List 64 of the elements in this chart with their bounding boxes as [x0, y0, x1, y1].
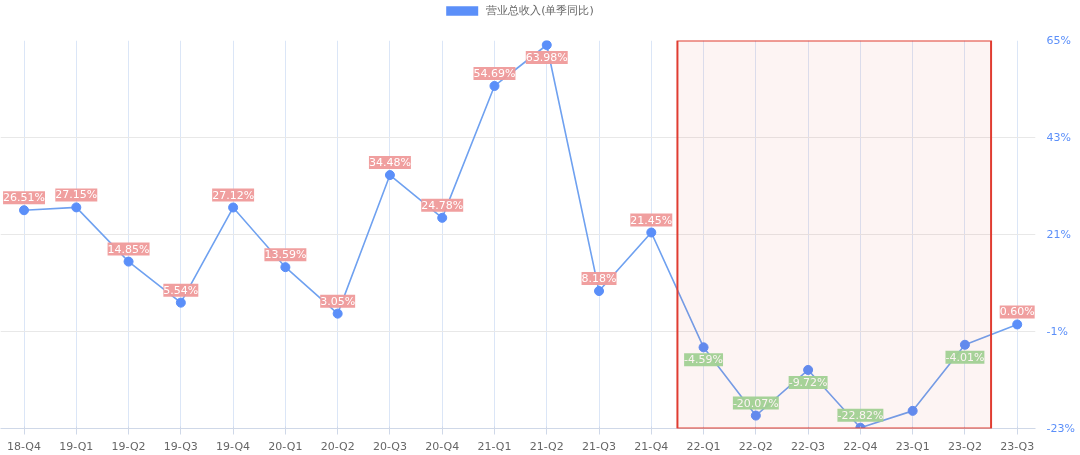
data-label: 13.59% [264, 248, 307, 262]
x-tick-label: 19-Q4 [216, 439, 251, 453]
data-label: 5.54% [163, 283, 199, 297]
point [71, 202, 82, 213]
x-tick-label: 20-Q4 [425, 439, 460, 453]
data-label: 27.15% [55, 188, 98, 202]
x-tick-label: 23-Q1 [895, 439, 930, 453]
data-label: -4.59% [684, 353, 724, 367]
data-label: 3.05% [320, 294, 356, 308]
x-tick-label: 21-Q3 [582, 439, 617, 453]
point [646, 227, 657, 238]
data-label: 26.51% [3, 191, 45, 205]
point [228, 202, 239, 213]
y-tick-label: 65% [1046, 34, 1071, 47]
point [175, 297, 186, 308]
data-label: -20.07% [732, 396, 779, 410]
y-tick-label: -1% [1046, 325, 1068, 338]
x-tick-label: 22-Q4 [843, 439, 878, 453]
x-tick-label: 20-Q3 [372, 439, 407, 453]
point [803, 364, 814, 375]
x-tick-label: 23-Q3 [1000, 439, 1035, 453]
x-tick-label: 19-Q1 [59, 439, 94, 453]
y-tick-label: -23% [1046, 422, 1075, 435]
data-label: -22.82% [837, 408, 884, 422]
point [123, 256, 134, 267]
x-tick-label: 21-Q2 [529, 439, 564, 453]
data-label: 21.45% [630, 213, 673, 227]
point [437, 212, 448, 223]
x-tick-label: 23-Q2 [947, 439, 982, 453]
point [750, 410, 761, 421]
x-tick-label: 21-Q4 [634, 439, 669, 453]
y-tick-label: 21% [1046, 228, 1071, 241]
point [489, 80, 500, 91]
point [907, 405, 918, 416]
point [594, 286, 605, 297]
data-label: 54.69% [473, 66, 516, 80]
data-label: 27.12% [212, 188, 255, 202]
data-label: 8.18% [581, 272, 617, 286]
point [1012, 319, 1023, 330]
x-tick-label: 21-Q1 [477, 439, 512, 453]
point [541, 40, 552, 50]
data-label: -9.72% [788, 375, 828, 389]
x-tick-label: 19-Q2 [111, 439, 146, 453]
point [19, 205, 30, 216]
point [332, 308, 343, 319]
point [280, 262, 291, 273]
data-label: 0.60% [999, 305, 1035, 319]
point [384, 170, 395, 181]
data-label: 24.78% [421, 198, 464, 212]
point [959, 339, 970, 350]
x-tick-label: 20-Q1 [268, 439, 303, 453]
point [698, 342, 709, 353]
data-label: 63.98% [525, 51, 568, 64]
x-tick-label: 19-Q3 [163, 439, 198, 453]
data-label: -4.01% [945, 350, 985, 364]
data-label: 34.48% [368, 156, 411, 170]
x-tick-label: 20-Q2 [320, 439, 355, 453]
x-tick-label: 22-Q2 [738, 439, 773, 453]
legend-label: 营业总收入(单季同比) [486, 2, 594, 18]
x-tick-label: 22-Q3 [791, 439, 826, 453]
data-label: 14.85% [107, 242, 150, 256]
x-tick-label: 18-Q4 [7, 439, 42, 453]
x-tick-label: 22-Q1 [686, 439, 721, 453]
y-tick-label: 43% [1046, 131, 1071, 144]
